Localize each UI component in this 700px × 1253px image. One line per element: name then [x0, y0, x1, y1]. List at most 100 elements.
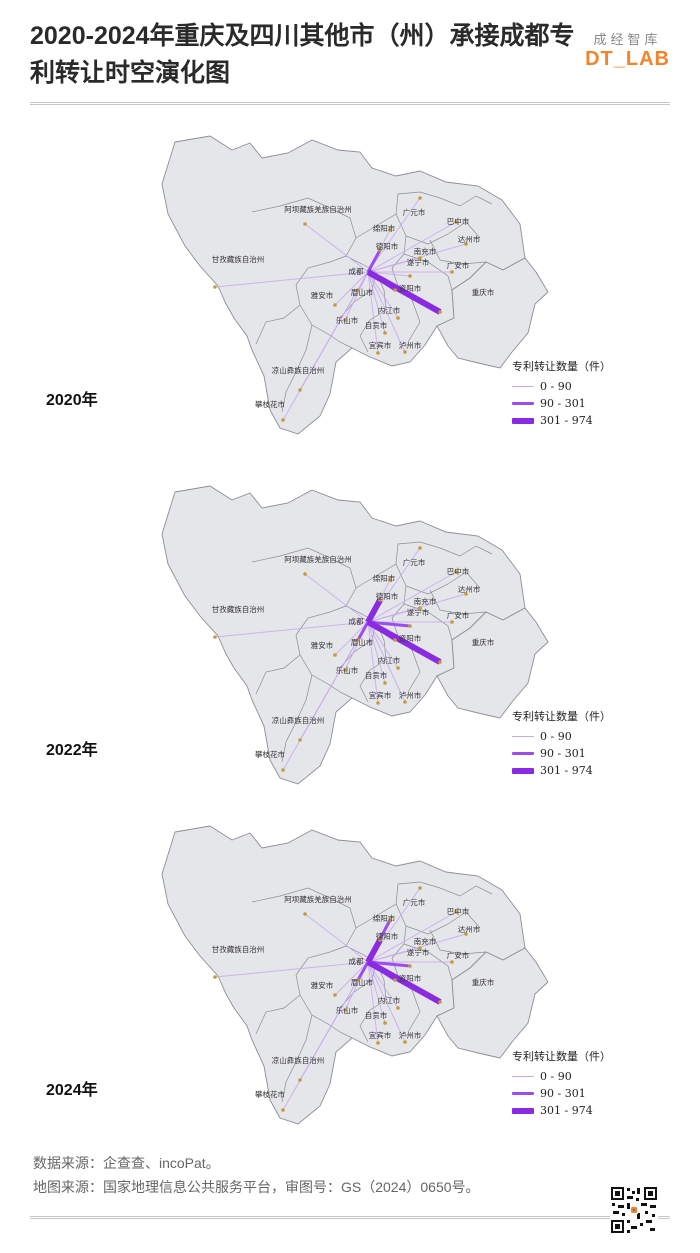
- city-label: 南充市: [414, 596, 437, 606]
- city-marker: [403, 1040, 407, 1044]
- city-marker: [213, 285, 217, 289]
- city-marker: [438, 310, 442, 314]
- flow-line: [367, 961, 399, 1009]
- bottom-divider-secondary: [30, 1218, 670, 1219]
- city-marker: [298, 388, 302, 392]
- city-label: 甘孜藏族自治州: [212, 944, 265, 954]
- city-marker: [418, 256, 422, 260]
- city-marker: [450, 620, 454, 624]
- legend-swatch: [512, 386, 534, 387]
- legend: 专利转让数量（件） 0 - 90 90 - 301 301 - 974: [512, 708, 611, 779]
- chongqing-shape: [436, 607, 549, 719]
- flow-line: [365, 938, 383, 964]
- year-label: 2020年: [46, 392, 98, 409]
- flow-line: [304, 573, 369, 623]
- city-marker: [450, 270, 454, 274]
- flow-line: [304, 913, 369, 963]
- brand-name-en: DT_LAB: [585, 48, 670, 70]
- flow-line: [367, 593, 467, 623]
- flow-line: [367, 571, 457, 623]
- top-divider-secondary: [30, 104, 670, 105]
- city-label: 南充市: [414, 246, 437, 256]
- city-label: 成都: [349, 616, 364, 626]
- city-label: 巴中市: [447, 906, 470, 916]
- city-marker: [408, 624, 412, 628]
- bottom-divider: [30, 1216, 670, 1217]
- flow-line: [334, 621, 369, 656]
- legend-title: 专利转让数量（件）: [512, 1050, 611, 1063]
- city-marker: [388, 918, 392, 922]
- region-boundary: [439, 885, 493, 897]
- region-boundary: [405, 221, 481, 245]
- city-label: 遂宁市: [407, 947, 430, 957]
- city-label: 广安市: [447, 950, 470, 960]
- region-boundary: [429, 929, 487, 955]
- region-boundary: [255, 304, 301, 345]
- city-marker: [438, 1000, 442, 1004]
- city-marker: [383, 331, 387, 335]
- legend-item: 301 - 974: [512, 412, 611, 429]
- legend-item: 0 - 90: [512, 1068, 611, 1085]
- region-boundary: [391, 267, 421, 343]
- chongqing-shape: [436, 257, 549, 369]
- legend-swatch: [512, 736, 534, 737]
- legend-item: 0 - 90: [512, 378, 611, 395]
- city-marker: [403, 700, 407, 704]
- flow-line: [367, 271, 399, 319]
- city-marker: [396, 316, 400, 320]
- region-boundary: [327, 333, 353, 349]
- city-label: 泸州市: [399, 690, 422, 700]
- map-panel-2: 阿坝藏族羌族自治州 甘孜藏族自治州 凉山彝族自治州 攀枝花市 广元市 巴中市 绵阳市 南充市 达…: [0, 478, 700, 818]
- legend-swatch: [512, 1107, 534, 1114]
- city-label: 自贡市: [365, 1010, 388, 1020]
- city-label: 德阳市: [376, 241, 399, 251]
- chongqing-shape: [436, 947, 549, 1059]
- city-label: 雅安市: [311, 290, 334, 300]
- city-marker: [356, 288, 360, 292]
- city-label: 德阳市: [376, 931, 399, 941]
- qr-code[interactable]: [610, 1186, 658, 1234]
- city-label: 攀枝花市: [255, 749, 285, 759]
- flow-line: [282, 621, 369, 771]
- city-label: 阿坝藏族羌族自治州: [284, 894, 352, 904]
- city-marker: [388, 578, 392, 582]
- city-marker: [418, 606, 422, 610]
- city-label: 南充市: [414, 936, 437, 946]
- city-marker: [464, 592, 468, 596]
- city-label: 宜宾市: [369, 690, 392, 700]
- legend-item: 90 - 301: [512, 395, 611, 412]
- city-label: 内江市: [378, 995, 401, 1005]
- city-marker: [393, 288, 397, 292]
- legend-item: 90 - 301: [512, 1085, 611, 1102]
- city-label: 眉山市: [351, 287, 374, 297]
- legend-item: 301 - 974: [512, 1102, 611, 1119]
- city-label: 宜宾市: [369, 340, 392, 350]
- city-marker: [464, 932, 468, 936]
- region-boundary: [281, 1014, 313, 1103]
- legend-title: 专利转让数量（件）: [512, 710, 611, 723]
- city-marker: [418, 946, 422, 950]
- city-marker: [343, 1008, 347, 1012]
- city-marker: [333, 653, 337, 657]
- city-marker: [376, 701, 380, 705]
- city-label: 凉山彝族自治州: [272, 1055, 325, 1065]
- year-label: 2024年: [46, 1082, 98, 1099]
- flow-line: [367, 933, 467, 963]
- region-boundary: [405, 571, 481, 595]
- flow-line: [366, 619, 442, 665]
- city-label: 凉山彝族自治州: [272, 365, 325, 375]
- flow-line: [344, 271, 369, 321]
- flow-line: [214, 961, 369, 978]
- flow-line: [214, 621, 369, 638]
- city-label: 攀枝花市: [255, 1089, 285, 1099]
- legend: 专利转让数量（件） 0 - 90 90 - 301 301 - 974: [512, 1048, 611, 1119]
- city-marker: [454, 220, 458, 224]
- city-label: 绵阳市: [373, 223, 396, 233]
- flow-line: [282, 271, 369, 421]
- city-marker: [376, 1041, 380, 1045]
- region-boundary: [405, 911, 481, 935]
- city-label: 凉山彝族自治州: [272, 715, 325, 725]
- legend-swatch: [512, 402, 534, 405]
